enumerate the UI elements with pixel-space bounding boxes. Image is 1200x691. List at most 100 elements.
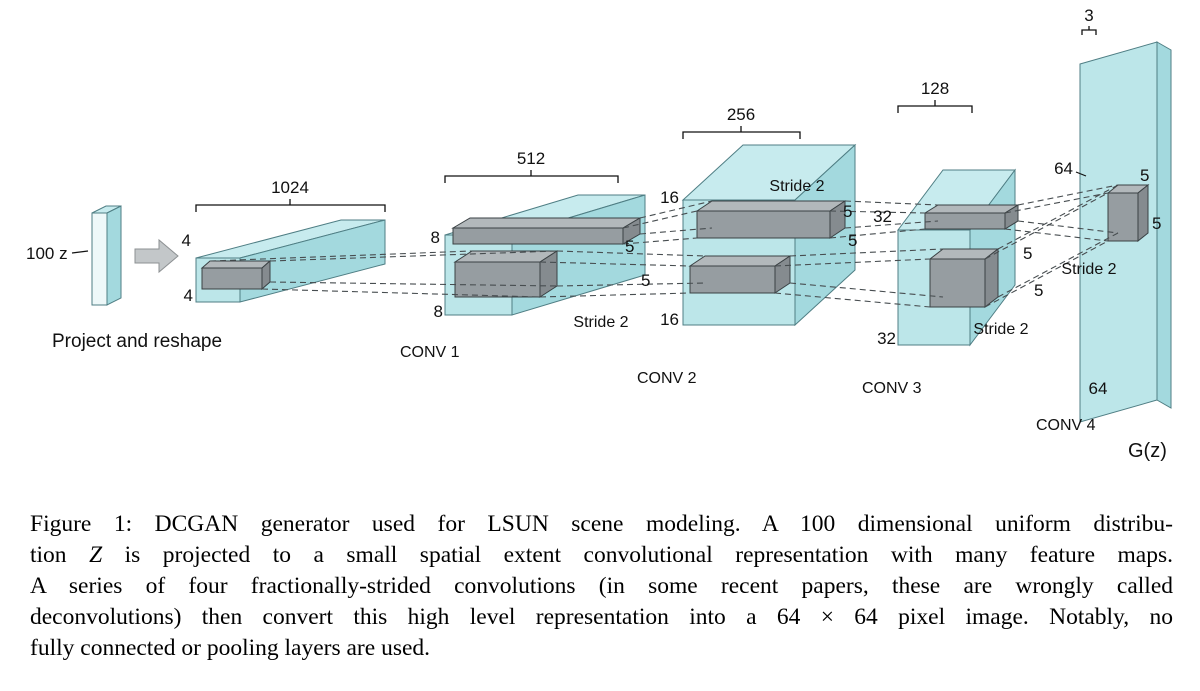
figure-caption: Figure 1: DCGAN generator used for LSUN … [30,509,1173,664]
projection-line [997,232,1119,298]
label-1024: 1024 [271,178,309,197]
projection-lines-conv3-lower-to-output [984,184,1119,308]
kernel-slab-top [923,204,1020,214]
input-slab-side [106,205,122,306]
label-4-bottom: 4 [184,286,193,305]
input-z-slab [91,205,122,306]
projection-line [789,282,944,298]
bracket-128 [897,100,973,113]
projection-line [269,250,558,262]
kernel-slab-reshape [200,259,272,291]
projection-line [209,250,473,262]
caption-math-z: Z [89,542,103,568]
label-256: 256 [727,105,755,124]
projection-line [622,237,698,245]
dcgan-generator-diagram: 100 z Project and reshape 1024 4 4 512 8… [26,6,1172,462]
kernel-slab-top [451,217,642,229]
projection-line [1004,228,1109,242]
caption-line-2-post: is projected to a small spatial extent c… [102,542,1174,568]
projection-line [997,184,1119,250]
projection-line [539,261,691,267]
projection-lines-conv1-to-conv2-lower [539,250,706,298]
label-16-bottom: 16 [660,310,679,329]
projection-lines-conv2-to-conv3-lower [774,248,944,308]
label-5-conv4-b: 5 [1152,214,1161,233]
projection-line [269,281,558,287]
label-conv1: CONV 1 [400,344,460,361]
label-8-bottom: 8 [434,302,443,321]
label-3: 3 [1084,6,1093,25]
projection-line [639,200,713,219]
caption-line-2-pre: tion [30,542,90,568]
projection-line [789,248,944,257]
projection-line [639,227,713,235]
caption-line-4: deconvolutions) then convert this high l… [30,604,1173,630]
projection-line [556,282,706,287]
projection-line [829,228,926,239]
label-32-bottom: 32 [877,329,896,348]
caption-line-3: A series of four fractionally-strided co… [30,573,1173,599]
label-4-top: 4 [182,231,191,250]
projection-line [774,258,931,267]
label-5-conv3-b: 5 [1034,281,1043,300]
projection-lines-reshape-to-conv1 [209,250,558,298]
projection-line [261,288,541,298]
label-stride2-conv4: Stride 2 [1061,261,1116,278]
label-gz-output: G(z) [1128,440,1167,462]
kernel-slab-top [695,200,847,212]
projection-line [984,192,1109,260]
bracket-3 [1081,26,1097,35]
label-5-conv1-a: 5 [625,237,634,256]
projection-line [844,220,939,229]
kernel-slab-front [201,267,263,290]
label-5-conv4-a: 5 [1140,166,1149,185]
label-64-tick [1075,171,1087,177]
label-5-conv2-a: 5 [843,202,852,221]
label-stride2-conv2: Stride 2 [769,178,824,195]
label-conv3: CONV 3 [862,380,922,397]
caption-line-2: tion Z is projected to a small spatial e… [30,540,1173,571]
caption-line-5: fully connected or pooling layers are us… [30,635,431,661]
label-64-top: 64 [1054,159,1073,178]
label-stride2-conv1: Stride 2 [573,314,628,331]
kernel-slab-conv2-lower [688,255,792,294]
kernel-slab-conv3-upper [923,204,1020,230]
projection-line [1004,192,1109,214]
projection-lines-conv3-upper-to-output [1004,184,1119,242]
projection-line [774,292,931,308]
project-arrow-icon [134,238,179,274]
kernel-slab-front [1107,192,1139,242]
label-conv4: CONV 4 [1036,417,1096,434]
kernel-slab-conv3-lower [928,247,1000,309]
label-conv2: CONV 2 [637,370,697,387]
label-stride2-conv3: Stride 2 [973,321,1028,338]
kernel-slab-front [929,258,986,308]
z-label-tick [71,250,89,254]
projection-line [984,240,1109,308]
label-32-top: 32 [873,207,892,226]
diagram-svg: 100 z Project and reshape 1024 4 4 512 8… [26,6,1172,462]
kernel-slab-conv1-lower [453,250,559,298]
projection-lines-conv1-to-conv2-upper [622,200,713,245]
label-5-conv3-a: 5 [1023,244,1032,263]
bracket-512 [444,170,619,183]
label-128: 128 [921,79,949,98]
label-project-reshape: Project and reshape [52,331,222,352]
projection-line [844,200,939,206]
label-5-conv1-b: 5 [641,271,650,290]
label-5-conv2-b: 5 [848,231,857,250]
projection-line [829,210,926,214]
label-8-top: 8 [431,228,440,247]
projection-line [556,250,706,257]
caption-line-1: Figure 1: DCGAN generator used for LSUN … [30,511,1173,537]
kernel-slab-conv1-upper [451,217,642,245]
kernel-slab-front [452,227,624,245]
label-64-bottom: 64 [1089,379,1108,398]
label-512: 512 [517,149,545,168]
kernel-slab-front [454,261,541,298]
bracket-1024 [195,199,386,212]
projection-line [622,210,698,229]
kernel-slab-output [1106,183,1150,243]
kernel-slab-top [200,260,272,269]
projection-line [1017,184,1119,206]
